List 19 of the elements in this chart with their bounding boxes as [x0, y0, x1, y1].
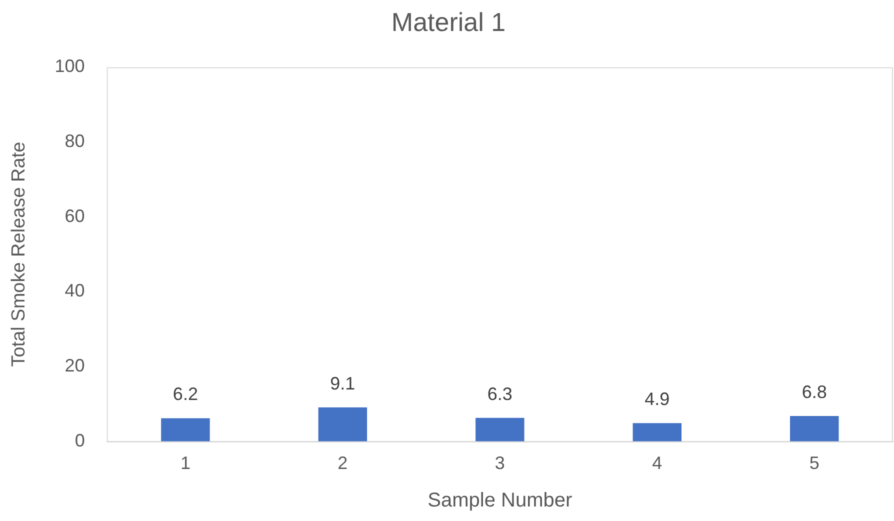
x-tick-label: 2: [338, 453, 348, 474]
data-label: 6.3: [487, 384, 512, 404]
x-axis-title: Sample Number: [428, 490, 572, 512]
x-tick-label: 4: [652, 453, 662, 474]
y-tick-label: 20: [64, 356, 85, 376]
y-tick-label: 100: [54, 56, 85, 76]
x-tick-label: 5: [809, 453, 820, 474]
data-label: 6.8: [802, 382, 827, 402]
x-tick-label: 3: [494, 453, 505, 474]
y-tick-label: 80: [64, 131, 85, 152]
data-label: 6.2: [172, 384, 198, 404]
x-tick-label: 1: [180, 453, 190, 474]
chart-title: Material 1: [391, 6, 506, 37]
y-axis-title: Total Smoke Release Rate: [8, 142, 30, 367]
y-tick-label: 40: [64, 280, 85, 301]
data-label: 4.9: [644, 389, 670, 410]
data-label: 9.1: [330, 373, 356, 394]
y-tick-label: 60: [64, 206, 85, 226]
y-tick-label: 0: [74, 430, 85, 450]
